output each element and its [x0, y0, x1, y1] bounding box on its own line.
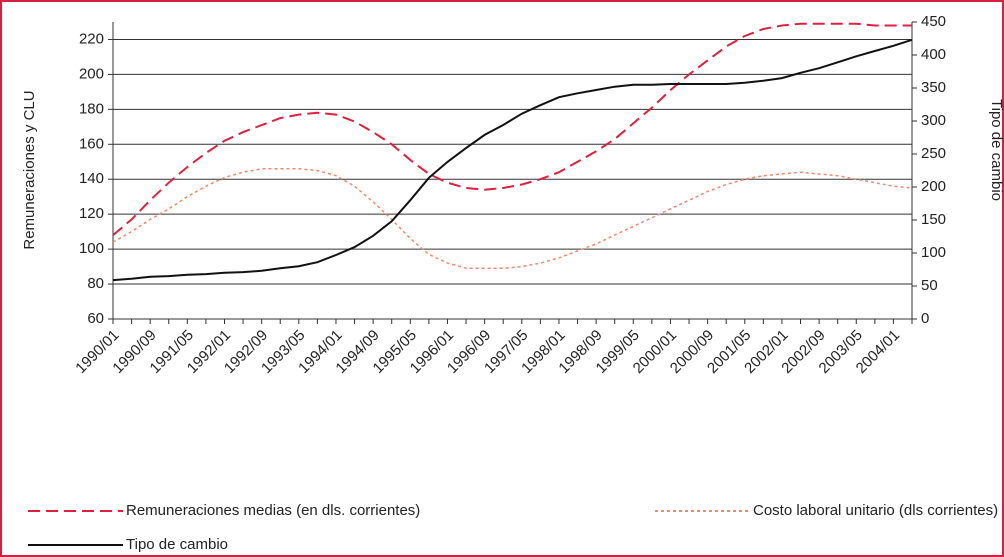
y-tick-label: 100 — [79, 240, 104, 257]
legend-label: Tipo de cambio — [126, 536, 228, 553]
y-tick-label: 120 — [79, 205, 104, 222]
y-tick-label: 160 — [79, 135, 104, 152]
series-line — [112, 168, 913, 270]
y2-tick-label: 400 — [921, 46, 946, 63]
y2-axis-title: Tipo de cambio — [988, 99, 1004, 201]
y2-tick-label: 250 — [921, 145, 946, 162]
y-tick-label: 80 — [87, 275, 104, 292]
y2-tick-label: 350 — [921, 79, 946, 96]
series-line — [112, 22, 912, 236]
legend-label: Costo laboral unitario (dls corrientes) — [753, 502, 998, 519]
y2-tick-label: 200 — [921, 178, 946, 195]
y2-tick-label: 0 — [921, 310, 929, 327]
y2-tick-label: 50 — [921, 277, 938, 294]
y-tick-label: 140 — [79, 170, 104, 187]
y-tick-label: 180 — [79, 100, 104, 117]
y-tick-label: 220 — [79, 30, 104, 47]
y-tick-label: 200 — [79, 65, 104, 82]
series-line — [112, 38, 913, 282]
y2-tick-label: 450 — [921, 13, 946, 30]
y2-tick-label: 150 — [921, 211, 946, 228]
y-axis-title: Remuneraciones y CLU — [21, 90, 38, 249]
y-tick-label: 60 — [87, 310, 104, 327]
y2-tick-label: 300 — [921, 112, 946, 129]
legend-label: Remuneraciones medias (en dls. corriente… — [126, 502, 420, 519]
y2-tick-label: 100 — [921, 244, 946, 261]
